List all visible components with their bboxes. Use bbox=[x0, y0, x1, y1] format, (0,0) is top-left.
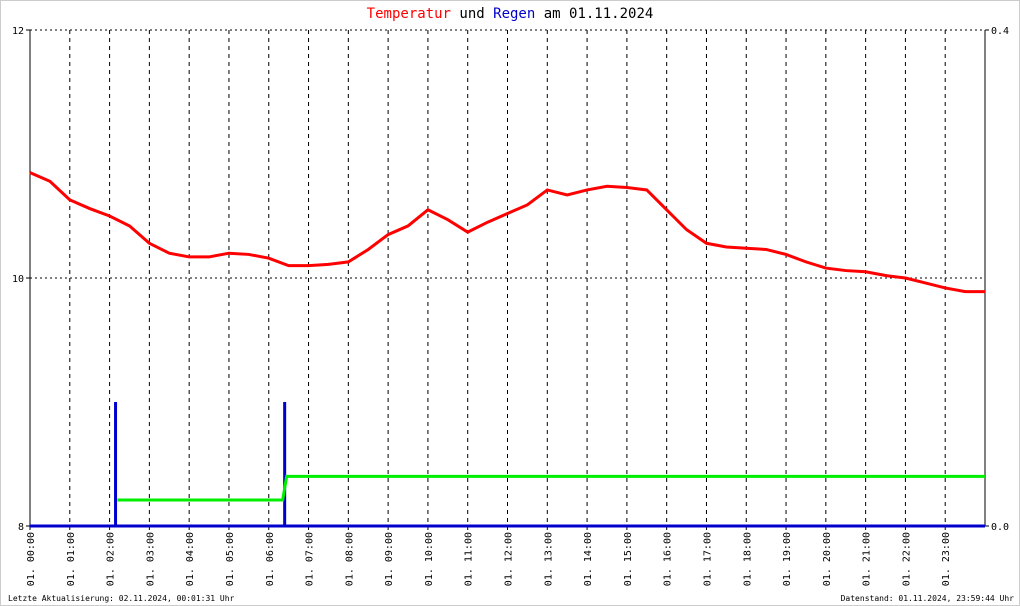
x-tick-label: 01. 13:00 bbox=[543, 532, 554, 586]
x-tick-label: 01. 06:00 bbox=[265, 532, 276, 586]
x-tick-label: 01. 17:00 bbox=[702, 532, 713, 586]
footer-left: Letzte Aktualisierung: 02.11.2024, 00:01… bbox=[8, 594, 235, 603]
x-tick-label: 01. 19:00 bbox=[782, 532, 793, 586]
x-tick-label: 01. 07:00 bbox=[305, 532, 316, 586]
x-tick-label: 01. 10:00 bbox=[424, 532, 435, 586]
y-tick-label: 8 bbox=[18, 522, 24, 533]
x-tick-label: 01. 22:00 bbox=[901, 532, 912, 586]
x-tick-label: 01. 11:00 bbox=[464, 532, 475, 586]
title-temp: Temperatur bbox=[367, 6, 451, 22]
x-tick-label: 01. 04:00 bbox=[185, 532, 196, 586]
series-line bbox=[117, 474, 985, 502]
x-tick-label: 01. 23:00 bbox=[941, 532, 952, 586]
x-tick-label: 01. 02:00 bbox=[106, 532, 117, 586]
title-date: am 01.11.2024 bbox=[544, 6, 654, 22]
x-tick-label: 01. 18:00 bbox=[742, 532, 753, 586]
x-tick-label: 01. 20:00 bbox=[822, 532, 833, 586]
x-tick-label: 01. 14:00 bbox=[583, 532, 594, 586]
y-tick-label: 12 bbox=[12, 26, 24, 37]
y-tick-label: 10 bbox=[12, 274, 24, 285]
x-tick-label: 01. 01:00 bbox=[66, 532, 77, 586]
footer-right: Datenstand: 01.11.2024, 23:59:44 Uhr bbox=[841, 594, 1015, 603]
x-tick-label: 01. 16:00 bbox=[663, 532, 674, 586]
x-tick-label: 01. 12:00 bbox=[504, 532, 515, 586]
x-tick-label: 01. 09:00 bbox=[384, 532, 395, 586]
title-connector: und bbox=[459, 6, 484, 22]
x-tick-label: 01. 08:00 bbox=[344, 532, 355, 586]
x-tick-label: 01. 21:00 bbox=[862, 532, 873, 586]
chart-title: Temperatur und Regen am 01.11.2024 bbox=[367, 6, 654, 22]
title-rain: Regen bbox=[493, 6, 535, 22]
series-line bbox=[29, 171, 985, 294]
x-tick-label: 01. 05:00 bbox=[225, 532, 236, 586]
x-tick-label: 01. 03:00 bbox=[145, 532, 156, 586]
y2-tick-label: 0.4 bbox=[991, 26, 1009, 37]
y2-tick-label: 0.0 bbox=[991, 522, 1009, 533]
x-tick-label: 01. 15:00 bbox=[623, 532, 634, 586]
x-tick-label: 01. 00:00 bbox=[26, 532, 37, 586]
